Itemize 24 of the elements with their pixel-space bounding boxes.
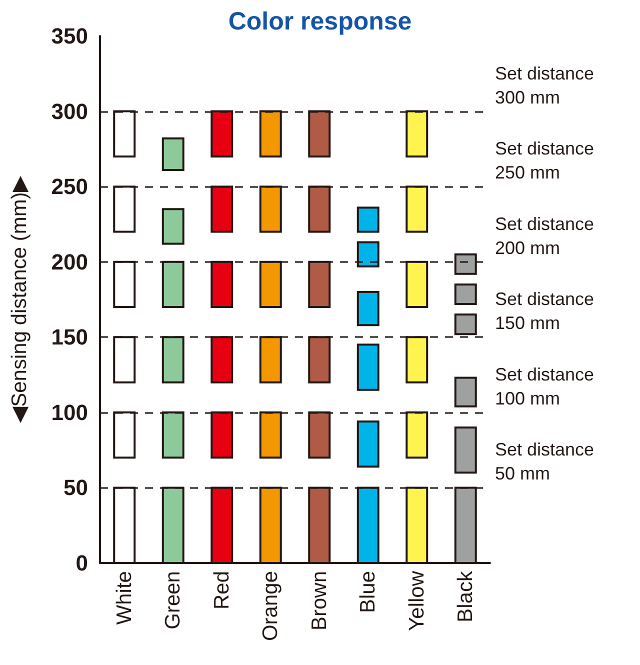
x-tick-label: White: [112, 571, 136, 625]
ref-line-label: Set distance 50 mm: [495, 440, 600, 484]
ref-line-label: Set distance 250 mm: [495, 138, 600, 183]
ref-line-label: Set distance 100 mm: [495, 364, 600, 408]
y-tick-label: 350: [51, 24, 88, 48]
ref-line-label: Set distance 150 mm: [495, 289, 600, 334]
y-tick-label: 300: [51, 98, 88, 124]
x-tick-label: Black: [454, 570, 478, 622]
y-axis-title: ◀Sensing distance (mm)▶: [8, 175, 31, 423]
y-tick-label: 200: [51, 249, 88, 274]
x-tick-label: Blue: [356, 571, 380, 614]
ref-line-label: Set distance 200 mm: [495, 214, 600, 258]
chart-title: Color response: [228, 8, 412, 36]
y-tick-label: 0: [76, 550, 88, 576]
x-tick-label: Red: [210, 571, 234, 610]
y-tick-label: 150: [51, 324, 88, 350]
ref-line-label: Set distance 300 mm: [495, 63, 600, 108]
x-tick-label: Yellow: [405, 570, 428, 631]
y-tick-label: 50: [64, 475, 88, 500]
y-tick-label: 250: [51, 174, 88, 200]
x-tick-label: Brown: [308, 571, 331, 631]
y-tick-label: 100: [51, 400, 88, 425]
x-tick-label: Green: [162, 571, 185, 630]
x-tick-label: Orange: [259, 571, 282, 642]
